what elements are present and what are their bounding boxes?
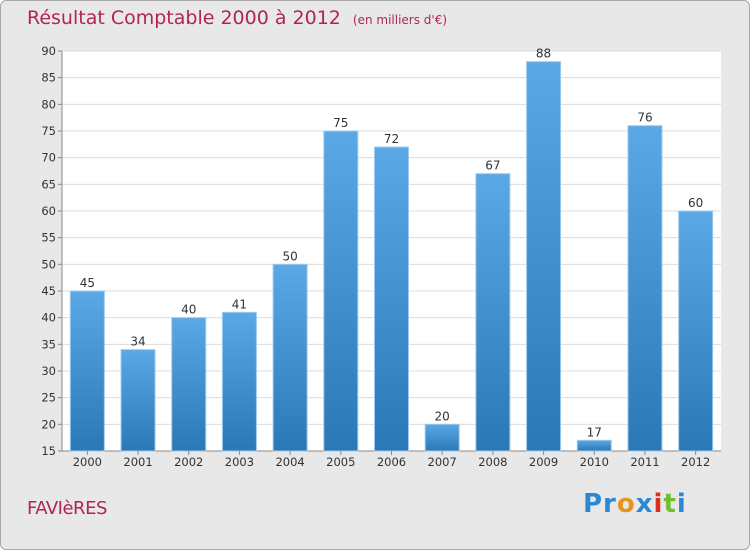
logo-part: i [676,489,687,519]
logo-part: i [653,489,664,519]
y-tick-label: 65 [41,177,56,191]
data-label: 20 [435,409,450,423]
y-tick-label: 45 [41,284,56,298]
logo-part: x [635,489,654,519]
bar [576,439,612,452]
data-label: 50 [282,249,297,263]
bar [678,210,714,452]
data-label: 34 [130,335,145,349]
data-label: 76 [637,111,652,125]
data-label: 88 [536,47,551,61]
data-label: 67 [485,159,500,173]
x-tick-label: 2005 [326,455,355,469]
logo-part: Pr [583,489,617,519]
y-tick-label: 60 [41,204,56,218]
bar [374,146,409,452]
bar [475,173,511,452]
title-unit: (en milliers d'€) [352,13,448,27]
bar [171,317,207,452]
y-tick-label: 35 [41,337,56,351]
y-tick-label: 50 [41,257,56,271]
bar [323,130,359,452]
y-tick-label: 80 [41,97,56,111]
y-tick-label: 20 [41,417,56,431]
title-text: Résultat Comptable 2000 à 2012 [27,7,341,29]
logo-part: o [616,489,636,519]
y-tick-label: 15 [41,444,56,458]
bar [221,311,257,452]
x-tick-label: 2000 [73,455,102,469]
logo-part: t [663,489,677,519]
y-tick-label: 55 [41,231,56,245]
bar [272,263,308,452]
x-tick-label: 2004 [275,455,304,469]
x-tick-label: 2011 [630,455,659,469]
data-label: 75 [333,116,348,130]
proxiti-logo: Proxiti [583,489,687,519]
bar [69,290,105,452]
data-label: 60 [688,196,703,210]
x-tick-label: 2001 [123,455,152,469]
x-tick-label: 2007 [428,455,457,469]
x-tick-label: 2006 [377,455,406,469]
bar [526,61,562,452]
commune-name: FAVIèRES [27,498,107,519]
bar [120,349,156,452]
data-label: 17 [587,425,602,439]
x-tick-label: 2002 [174,455,203,469]
y-tick-label: 85 [41,71,56,85]
y-tick-label: 40 [41,311,56,325]
x-tick-label: 2009 [529,455,558,469]
x-tick-label: 2003 [225,455,254,469]
y-tick-label: 90 [41,44,56,58]
chart-title: Résultat Comptable 2000 à 2012 (en millie… [27,7,447,29]
y-tick-label: 25 [41,391,56,405]
data-label: 40 [181,303,196,317]
bar [627,125,663,452]
x-tick-label: 2010 [580,455,609,469]
y-tick-label: 70 [41,151,56,165]
y-tick-label: 75 [41,124,56,138]
data-label: 72 [384,132,399,146]
x-tick-label: 2008 [478,455,507,469]
x-tick-label: 2012 [681,455,710,469]
bar [424,423,460,452]
y-tick-label: 30 [41,364,56,378]
data-label: 45 [80,276,95,290]
data-label: 41 [232,297,247,311]
